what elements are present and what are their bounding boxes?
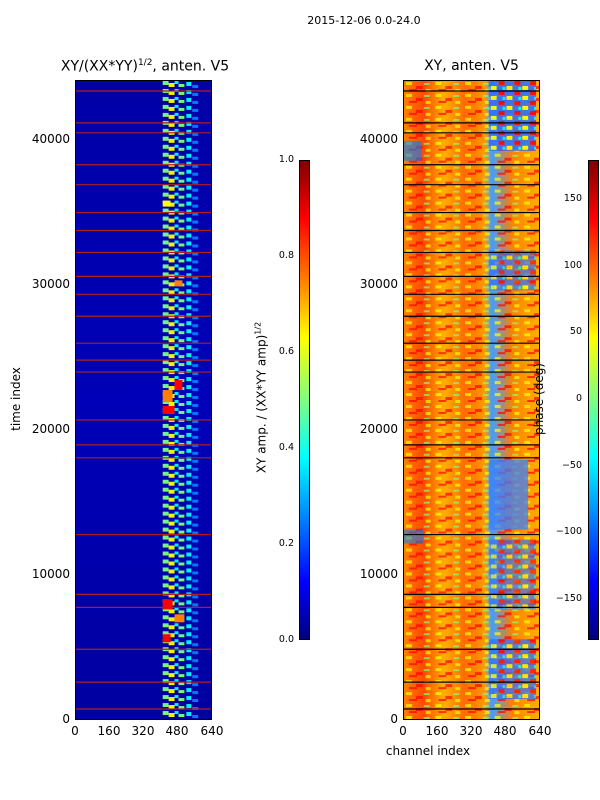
amp-xtick-320: 320 [131,724,155,738]
amp-cbtick-0.2: 0.2 [278,538,294,549]
amp-heatmap[interactable] [75,80,212,720]
amp-xtick-640: 640 [200,724,224,738]
phase-cbtick-neg50: −50 [561,460,582,471]
amp-cbtick-1.0: 1.0 [278,154,294,165]
phase-ytick-30000: 30000 [359,277,398,291]
amp-cbtick-0.4: 0.4 [278,442,294,453]
phase-xtick-160: 160 [425,724,449,738]
phase-xtick-640: 640 [528,724,552,738]
phase-xtick-480: 480 [493,724,517,738]
amp-cbtick-0.0: 0.0 [278,634,294,645]
amp-gap-lines [76,90,211,710]
phase-xtick-320: 320 [459,724,483,738]
phase-cbtick-0: 0 [575,393,582,404]
phase-ytick-10000: 10000 [359,567,398,581]
phase-ytick-0: 0 [390,712,398,726]
amp-panel-title: XY/(XX*YY)1/2, anten. V5 [40,58,250,75]
amp-ytick-0: 0 [62,712,70,726]
amp-colorbar-label: XY amp. / (XX*YY amp)1/2 [254,308,269,488]
phase-ytick-40000: 40000 [359,132,398,146]
phase-cbtick-100: 100 [563,260,582,271]
amp-colorbar-label-exp: 1/2 [253,321,263,335]
amp-title-suffix: , anten. V5 [152,58,230,75]
amp-hot-spots [162,200,185,643]
phase-blue-regions [404,81,537,700]
amp-ylabel: time index [9,367,23,431]
phase-cbtick-150: 150 [563,193,582,204]
amp-ytick-40000: 40000 [31,132,70,146]
amp-ytick-20000: 20000 [31,422,70,436]
phase-xtick-0: 0 [399,724,407,738]
phase-texture [404,81,539,719]
amp-colorbar-label-main: XY amp. / (XX*YY amp) [254,334,269,474]
phase-heatmap[interactable] [403,80,540,720]
amp-title-main: XY/(XX*YY) [60,58,138,75]
phase-colorbar [588,160,599,640]
amp-colorbar [299,160,310,640]
figure-title: 2015-12-06 0.0-24.0 [307,14,421,27]
phase-cbtick-neg100: −100 [555,526,582,537]
phase-gap-lines [404,90,539,710]
phase-colorbar-label: phase (deg) [532,363,546,436]
phase-cbtick-neg150: −150 [555,593,582,604]
amp-ytick-30000: 30000 [31,277,70,291]
amp-ytick-10000: 10000 [31,567,70,581]
amp-xtick-160: 160 [97,724,121,738]
phase-panel-title: XY, anten. V5 [424,58,519,74]
amp-title-exp: 1/2 [137,58,153,68]
x-axis-label: channel index [385,744,471,758]
amp-xtick-0: 0 [71,724,79,738]
amp-xtick-480: 480 [165,724,189,738]
amp-cbtick-0.8: 0.8 [278,250,294,261]
phase-cbtick-50: 50 [569,326,582,337]
phase-ytick-20000: 20000 [359,422,398,436]
amp-cbtick-0.6: 0.6 [278,346,294,357]
